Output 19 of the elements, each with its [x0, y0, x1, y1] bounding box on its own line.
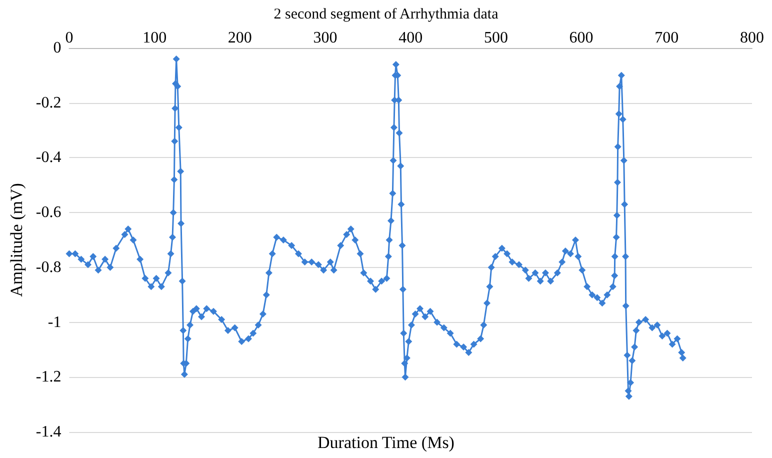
y-tick-label: -1.2 [36, 368, 62, 386]
y-tick-label: -0.4 [36, 149, 62, 166]
x-tick-label: 200 [228, 30, 252, 46]
x-tick-label: 100 [142, 30, 167, 46]
x-axis-title: Duration Time (Ms) [318, 433, 454, 452]
x-tick-label: 700 [654, 30, 679, 46]
y-tick-label: -1.4 [36, 424, 62, 440]
x-tick-label: 400 [398, 30, 423, 46]
x-tick-label: 0 [65, 30, 74, 46]
x-tick-label: 500 [484, 30, 508, 46]
y-tick-label: -0.8 [36, 258, 62, 276]
x-tick-label: 600 [569, 30, 594, 46]
y-tick-label: -0.6 [36, 204, 62, 222]
y-axis-title: Amplitude (mV) [7, 183, 26, 297]
x-tick-label: 300 [313, 30, 338, 46]
chart-title: 2 second segment of Arrhythmia data [274, 6, 499, 22]
y-tick-label: -1 [48, 314, 62, 331]
y-tick-label: -0.2 [36, 94, 62, 112]
x-tick-label: 800 [740, 30, 764, 46]
